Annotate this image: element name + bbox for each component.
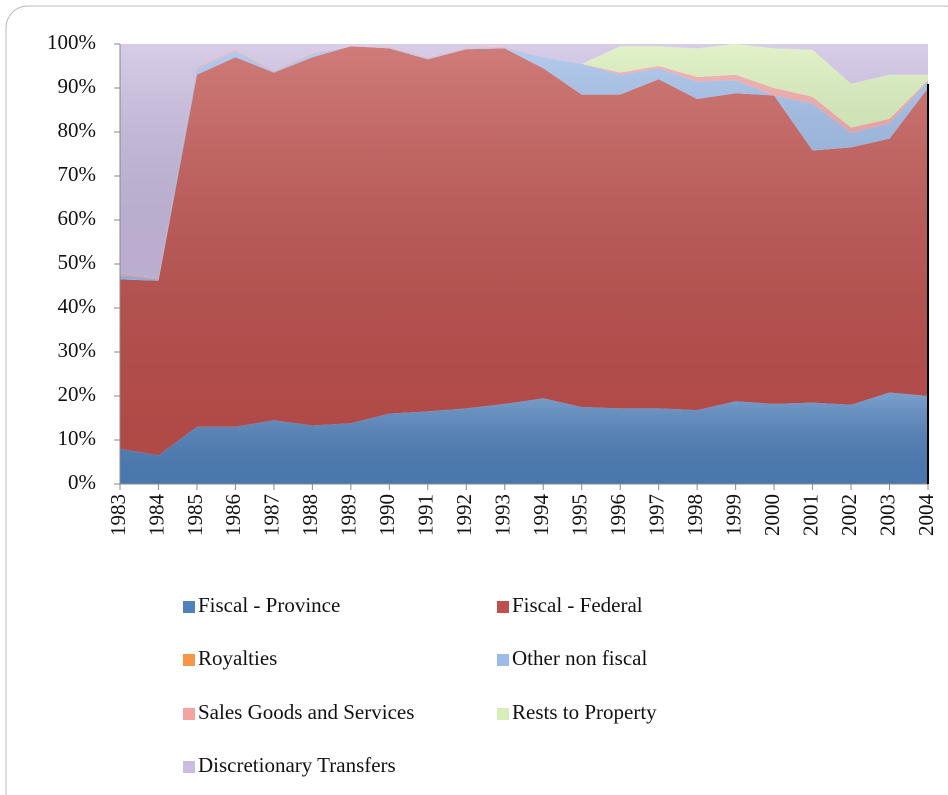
x-tick-label: 1985 <box>183 494 207 536</box>
legend-swatch <box>497 601 509 613</box>
legend-swatch <box>183 654 195 666</box>
legend-swatch <box>183 601 195 613</box>
x-tick-label: 1990 <box>375 494 399 536</box>
x-tick-label: 2004 <box>914 494 938 537</box>
y-tick-label: 70% <box>58 162 97 186</box>
x-tick-label: 2000 <box>760 494 784 536</box>
legend-label: Other non fiscal <box>512 646 647 670</box>
y-tick-label: 90% <box>58 74 97 98</box>
x-tick-label: 1998 <box>683 494 707 536</box>
x-tick-label: 2003 <box>875 494 899 536</box>
x-tick-label: 1983 <box>106 494 130 536</box>
legend-swatch <box>183 761 195 773</box>
y-tick-label: 50% <box>58 250 97 274</box>
x-tick-label: 1996 <box>606 494 630 536</box>
y-tick-label: 80% <box>58 118 97 142</box>
legend-label: Sales Goods and Services <box>198 700 414 724</box>
x-tick-label: 1989 <box>337 494 361 536</box>
x-tick-label: 1995 <box>568 494 592 536</box>
legend-label: Discretionary Transfers <box>198 753 396 777</box>
y-tick-label: 30% <box>58 338 97 362</box>
legend-swatch <box>497 708 509 720</box>
y-tick-label: 20% <box>58 382 97 406</box>
y-tick-label: 40% <box>58 294 97 318</box>
x-tick-label: 1997 <box>644 494 668 536</box>
legend-swatch <box>497 654 509 666</box>
x-tick-label: 1992 <box>452 494 476 536</box>
legend-label: Rests to Property <box>512 700 657 724</box>
x-tick-label: 1994 <box>529 494 553 537</box>
x-tick-label: 2001 <box>798 494 822 536</box>
area-shade <box>120 46 928 456</box>
legend-swatch <box>183 708 195 720</box>
y-tick-label: 0% <box>68 470 96 494</box>
area-shade <box>120 46 928 281</box>
area-shade <box>120 392 928 484</box>
legend: Fiscal - Province Fiscal - Federal Royalti… <box>183 593 657 777</box>
x-tick-label: 1988 <box>298 494 322 536</box>
x-tick-label: 1984 <box>144 494 168 537</box>
legend-label: Royalties <box>198 646 277 670</box>
x-tick-label: 1991 <box>414 494 438 536</box>
x-tick-label: 1987 <box>260 494 284 536</box>
x-tick-label: 2002 <box>837 494 861 536</box>
y-tick-label: 10% <box>58 426 97 450</box>
y-tick-label: 100% <box>47 30 96 54</box>
legend-label: Fiscal - Province <box>198 593 340 617</box>
x-tick-label: 1993 <box>491 494 515 536</box>
x-tick-label: 1999 <box>721 494 745 536</box>
area-shade <box>120 44 928 279</box>
legend-label: Fiscal - Federal <box>512 593 643 617</box>
y-tick-label: 60% <box>58 206 97 230</box>
x-tick-label: 1986 <box>221 494 245 536</box>
